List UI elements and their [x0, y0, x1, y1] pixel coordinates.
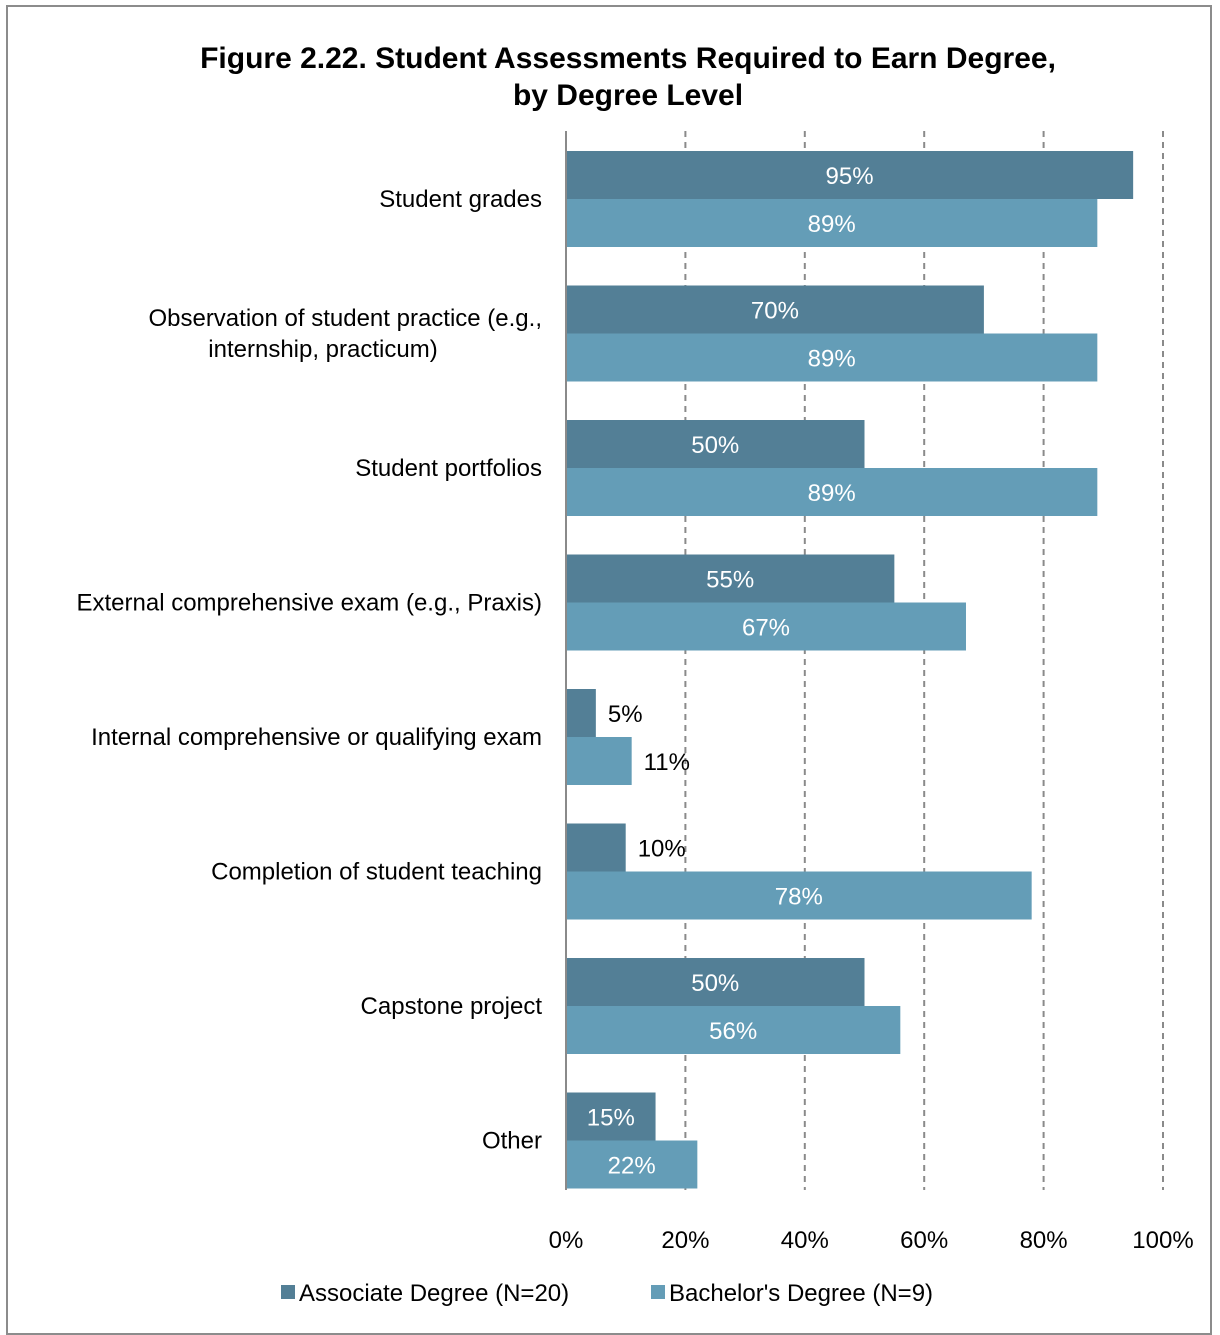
data-label: 89% — [808, 211, 856, 238]
bar — [566, 602, 966, 651]
x-tick-label: 80% — [1020, 1227, 1068, 1254]
data-label: 89% — [808, 346, 856, 373]
category-label: Capstone project — [361, 993, 543, 1020]
category-label: internship, practicum) — [208, 336, 437, 363]
data-label: 89% — [808, 480, 856, 507]
category-labels: Student grades Observation of student pra… — [76, 186, 542, 1155]
data-label: 10% — [638, 836, 686, 863]
data-label: 95% — [826, 163, 874, 190]
bar — [566, 689, 596, 737]
category-label: External comprehensive exam (e.g., Praxi… — [76, 590, 542, 617]
x-tick-label: 60% — [900, 1227, 948, 1254]
bar — [566, 333, 1098, 382]
bar — [566, 823, 626, 872]
bar — [566, 871, 1032, 920]
bar — [566, 1140, 698, 1189]
chart-title-line-1: Figure 2.22. Student Assessments Require… — [200, 42, 1056, 75]
category-label: Other — [482, 1128, 542, 1155]
legend-label: Bachelor's Degree (N=9) — [669, 1280, 933, 1307]
chart-title: Figure 2.22. Student Assessments Require… — [200, 42, 1056, 112]
bar — [566, 285, 984, 334]
legend: Associate Degree (N=20) Bachelor's Degree… — [281, 1280, 933, 1307]
bar — [566, 199, 1098, 247]
data-label: 50% — [691, 432, 739, 459]
data-label: 55% — [706, 567, 754, 594]
data-label: 70% — [751, 298, 799, 325]
category-label: Completion of student teaching — [211, 859, 542, 886]
x-tick-label: 20% — [661, 1227, 709, 1254]
category-label: Internal comprehensive or qualifying exa… — [91, 724, 542, 751]
data-label: 15% — [587, 1105, 635, 1132]
bar — [566, 151, 1134, 199]
x-tick-label: 0% — [549, 1227, 584, 1254]
category-label: Observation of student practice (e.g., — [148, 305, 542, 332]
legend-label: Associate Degree (N=20) — [299, 1280, 569, 1307]
category-label: Student portfolios — [355, 455, 542, 482]
data-label: 78% — [775, 884, 823, 911]
bar — [566, 1092, 656, 1141]
data-label: 11% — [644, 749, 690, 776]
bar — [566, 554, 895, 603]
legend-swatch — [651, 1285, 665, 1299]
data-label: 56% — [709, 1018, 757, 1045]
data-label: 22% — [608, 1153, 656, 1180]
bars — [566, 151, 1134, 1189]
bar — [566, 737, 632, 785]
x-tick-label: 40% — [781, 1227, 829, 1254]
data-label: 5% — [608, 701, 643, 728]
x-tick-label: 100% — [1132, 1227, 1193, 1254]
legend-swatch — [281, 1285, 295, 1299]
chart-title-line-2: by Degree Level — [513, 79, 743, 112]
data-label: 67% — [742, 615, 790, 642]
data-labels: 95% 89% 70% 89% 50% 89% 55% 67% 5%11% 10% 78% 50% 56… — [587, 163, 874, 1180]
x-tick-labels: 0% 20% 40% 60% 80% 100% — [549, 1227, 1194, 1254]
category-label: Student grades — [379, 186, 542, 213]
bar — [566, 1006, 901, 1054]
bar — [566, 958, 865, 1006]
data-label: 50% — [691, 970, 739, 997]
bar — [566, 468, 1098, 516]
bar — [566, 420, 865, 468]
